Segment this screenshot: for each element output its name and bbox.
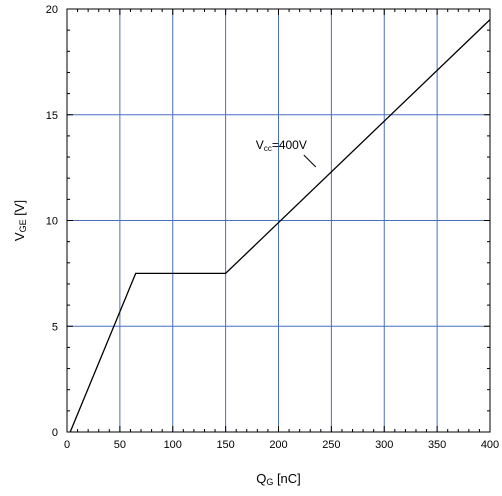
x-tick-label: 50 — [114, 439, 126, 451]
x-tick-labels: 0 50 100 150 200 250 300 350 400 — [64, 439, 499, 451]
x-tick-label: 300 — [375, 439, 393, 451]
y-tick-label: 5 — [52, 321, 58, 333]
y-axis-title-main: V — [12, 232, 27, 241]
x-tick-label: 150 — [216, 439, 234, 451]
plot-frame — [66, 8, 491, 433]
y-tick-label: 20 — [46, 4, 58, 16]
vcc-annotation-main: V — [256, 138, 264, 152]
vcc-annotation-sub: cc — [264, 144, 272, 153]
x-axis-title-sub: G — [266, 477, 273, 487]
x-tick-label: 250 — [322, 439, 340, 451]
x-tick-label: 200 — [269, 439, 287, 451]
vcc-annotation-rest: =400V — [272, 138, 307, 152]
y-axis-title-unit: [V] — [12, 200, 27, 220]
annotation-leader-line — [303, 154, 317, 168]
y-axis-title-sub: GE — [18, 219, 28, 232]
x-tick-label: 400 — [481, 439, 499, 451]
x-axis-title: QG [nC] — [256, 471, 301, 487]
x-tick-label: 100 — [164, 439, 182, 451]
y-tick-label: 0 — [52, 427, 58, 439]
x-tick-label: 350 — [428, 439, 446, 451]
series-layer — [69, 19, 491, 433]
gate-charge-curve — [69, 19, 491, 433]
x-axis-title-main: Q — [256, 471, 266, 486]
x-tick-label: 0 — [64, 439, 70, 451]
x-axis-title-unit: [nC] — [273, 471, 300, 486]
y-tick-label: 10 — [46, 216, 58, 228]
vcc-annotation-label: Vcc=400V — [256, 138, 307, 153]
y-tick-labels: 0 5 10 15 20 — [46, 4, 58, 439]
y-axis-title: VGE [V] — [12, 200, 28, 241]
grid-lines — [67, 9, 490, 432]
y-tick-label: 15 — [46, 110, 58, 122]
